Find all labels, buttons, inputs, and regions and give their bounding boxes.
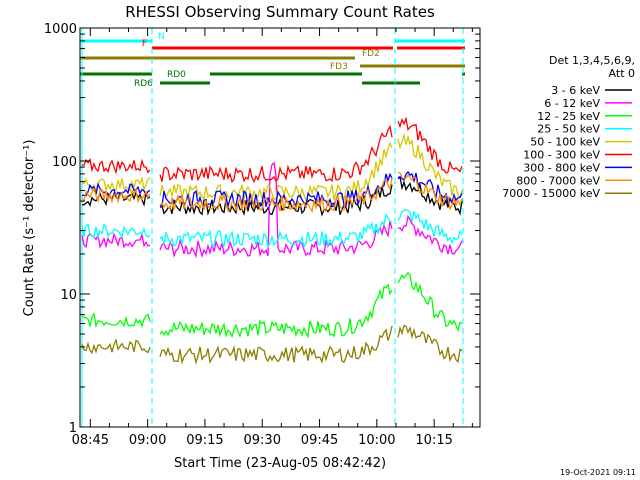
legend-entry-label: 300 - 800 keV <box>523 161 600 174</box>
flag-bars: N F FD2 FD3 RD0 RD6 <box>80 28 465 427</box>
flag-label-rd6: RD6 <box>134 79 153 89</box>
y-tick-label: 1000 <box>44 22 77 37</box>
legend-entry-label: 50 - 100 keV <box>530 136 600 149</box>
series-lines <box>81 116 463 365</box>
x-tick-label: 10:15 <box>415 433 452 448</box>
legend-entry-label: 6 - 12 keV <box>544 97 600 110</box>
chart-title: RHESSI Observing Summary Count Rates <box>125 3 435 21</box>
x-tick-label: 09:30 <box>244 433 281 448</box>
x-tick-label: 08:45 <box>72 433 109 448</box>
flag-label-f: F <box>142 39 147 49</box>
legend-entry-label: 12 - 25 keV <box>537 110 600 123</box>
series-800-7000-kev <box>81 171 463 214</box>
series-300-800-kev <box>81 170 463 209</box>
y-tick-label: 100 <box>52 155 77 170</box>
y-tick-label: 1 <box>69 421 77 436</box>
footer-date: 19-Oct-2021 09:11 <box>560 468 636 477</box>
legend-entry-label: 3 - 6 keV <box>551 84 600 97</box>
x-tick-label: 10:00 <box>358 433 395 448</box>
legend-entry-label: 25 - 50 keV <box>537 123 600 136</box>
legend-entry-label: 100 - 300 keV <box>523 149 600 162</box>
legend-entry-label: 7000 - 15000 keV <box>502 187 600 200</box>
x-axis-label: Start Time (23-Aug-05 08:42:42) <box>174 456 386 471</box>
y-tick-label: 10 <box>60 288 77 303</box>
series-100-300-kev <box>81 116 463 184</box>
axes: 08:45 09:00 09:15 09:30 09:45 10:00 10:15 1 10 10… <box>44 22 481 448</box>
series-25-50-kev <box>81 209 463 249</box>
plot-frame <box>79 27 481 428</box>
series-12-25-kev <box>81 271 463 339</box>
x-tick-label: 09:15 <box>186 433 223 448</box>
legend-header: Att 0 <box>609 67 635 80</box>
y-axis-label: Count Rate (s⁻¹ detector⁻¹) <box>22 140 37 317</box>
x-tick-label: 09:45 <box>301 433 338 448</box>
legend-header: Det 1,3,4,5,6,9, <box>549 54 635 67</box>
flag-label-rd0: RD0 <box>167 70 186 80</box>
legend-entry-label: 800 - 7000 keV <box>516 174 600 187</box>
series-7000-15000-kev <box>81 324 463 365</box>
flag-label-fd2: FD2 <box>362 49 380 59</box>
flag-label-fd3: FD3 <box>330 62 348 72</box>
flag-label-n: N <box>158 32 165 42</box>
x-tick-label: 09:00 <box>129 433 166 448</box>
